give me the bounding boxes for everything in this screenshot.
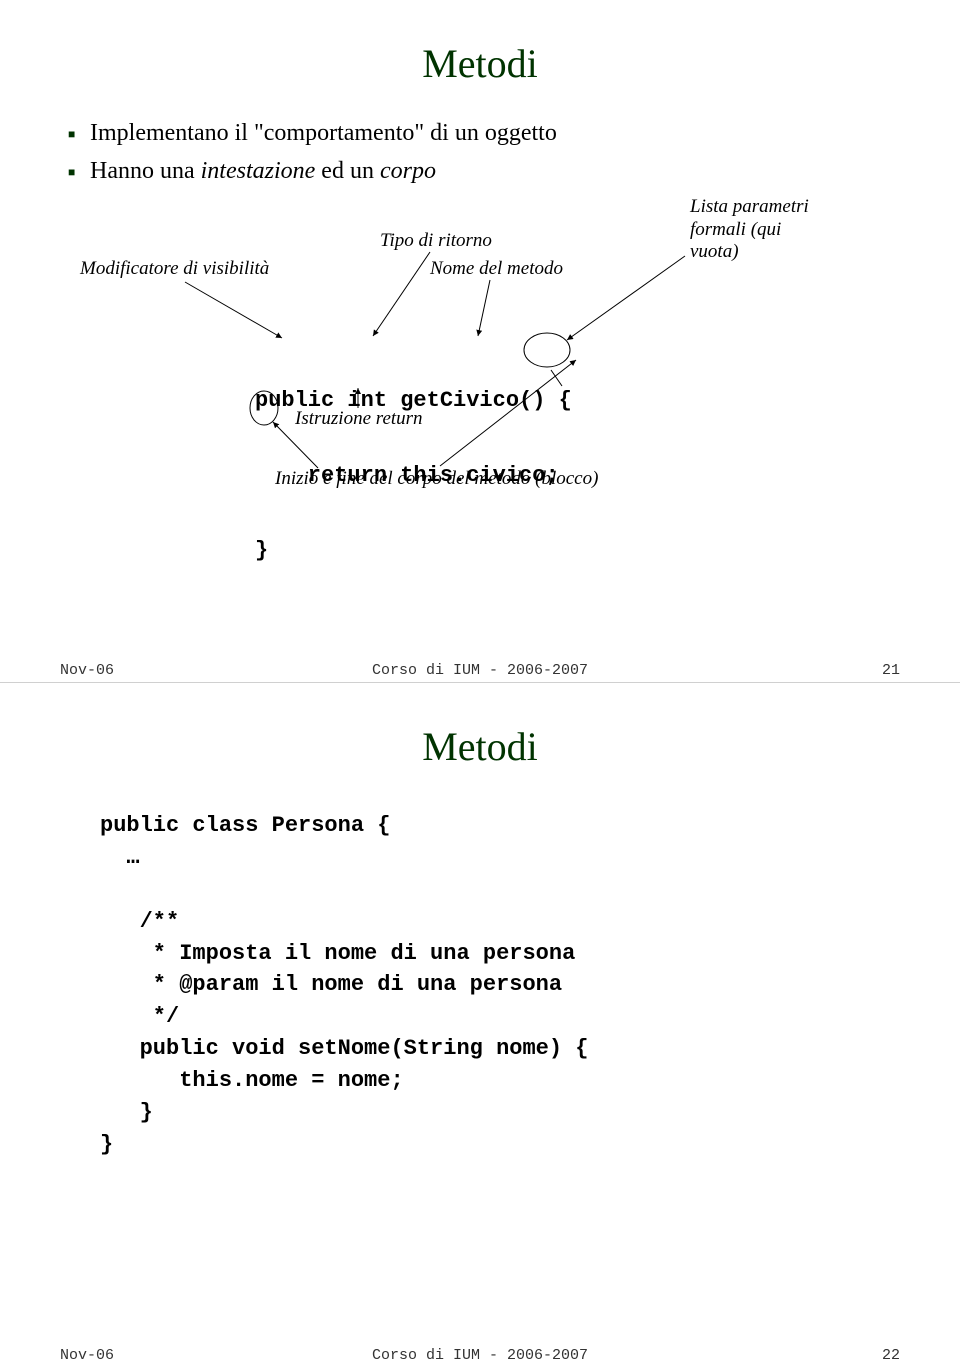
bullet-2-b: intestazione xyxy=(201,158,316,184)
footer-center: Corso di IUM - 2006-2007 xyxy=(372,662,588,679)
bullet-1: Implementano il "comportamento" di un og… xyxy=(90,117,900,149)
code-block: public class Persona { … /** * Imposta i… xyxy=(100,810,900,1161)
slide-title: Metodi xyxy=(60,40,900,87)
footer-left: Nov-06 xyxy=(60,1347,114,1364)
bullet-2-c: ed un xyxy=(315,158,380,184)
code-line-3: } xyxy=(255,538,572,563)
label-lista-line2: formali (qui xyxy=(690,219,781,240)
slide-1: Metodi Implementano il "comportamento" d… xyxy=(0,0,960,683)
footer-right: 21 xyxy=(882,662,900,679)
label-modificatore: Modificatore di visibilità xyxy=(80,258,269,281)
slide-2: Metodi public class Persona { … /** * Im… xyxy=(0,683,960,1367)
bullet-list: Implementano il "comportamento" di un og… xyxy=(60,117,900,188)
bullet-2-d: corpo xyxy=(380,158,436,184)
label-lista-parametri: Lista parametri formali (qui vuota) xyxy=(690,196,850,264)
label-tipo-ritorno: Tipo di ritorno xyxy=(380,230,492,253)
footer-center: Corso di IUM - 2006-2007 xyxy=(372,1347,588,1364)
footer-left: Nov-06 xyxy=(60,662,114,679)
slide-title: Metodi xyxy=(60,723,900,770)
label-lista-line3: vuota) xyxy=(690,241,739,262)
code-line-2: return this.civico; xyxy=(255,463,572,488)
footer-right: 22 xyxy=(882,1347,900,1364)
method-diagram: Modificatore di visibilità Tipo di ritor… xyxy=(60,208,900,578)
label-nome-metodo: Nome del metodo xyxy=(430,258,563,281)
bullet-2: Hanno una intestazione ed un corpo xyxy=(90,155,900,187)
method-code: public int getCivico() { return this.civ… xyxy=(255,338,572,613)
bullet-1-text: Implementano il "comportamento" di un og… xyxy=(90,120,557,146)
bullet-2-a: Hanno una xyxy=(90,158,201,184)
code-line-1: public int getCivico() { xyxy=(255,388,572,413)
label-lista-line1: Lista parametri xyxy=(690,196,809,217)
